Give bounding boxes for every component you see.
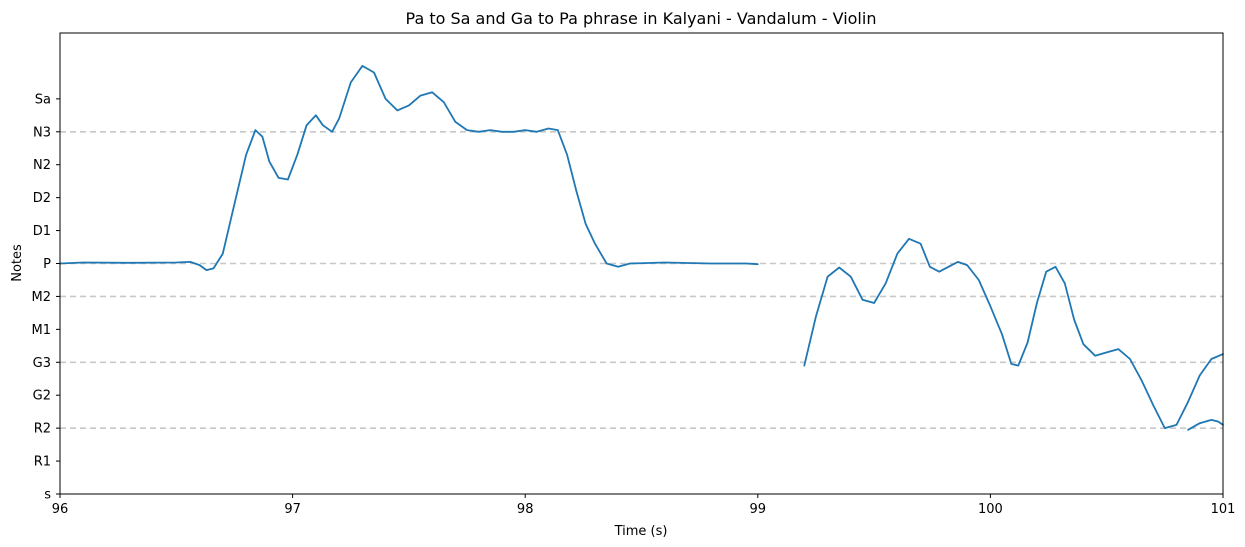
- series-lines: [59, 65, 1224, 431]
- x-tick-label: 99: [750, 502, 767, 517]
- y-tick-label-n2: N2: [33, 158, 51, 173]
- y-tick-label-m2: M2: [32, 290, 52, 305]
- y-tick-label-sa: Sa: [35, 92, 51, 107]
- y-tick-label-g3: G3: [33, 356, 51, 371]
- y-axis-label: Notes: [10, 244, 25, 282]
- y-tick-label-n3: N3: [33, 125, 51, 140]
- reference-lines: [60, 130, 1223, 429]
- y-tick-label-r2: R2: [34, 422, 51, 437]
- y-tick-label-g2: G2: [33, 389, 51, 404]
- x-tick-label: 98: [517, 502, 534, 517]
- x-axis-label: Time (s): [614, 524, 668, 539]
- y-tick-label-d1: D1: [33, 224, 51, 239]
- x-tick-label: 100: [978, 502, 1003, 517]
- x-tick-label: 97: [284, 502, 301, 517]
- y-axis-ticks: s R1 R2 G2 G3 M1 M2 P D1 D2 N2 N3 Sa: [32, 92, 60, 503]
- y-tick-label-r1: R1: [34, 455, 51, 470]
- y-tick-label-m1: M1: [32, 323, 52, 338]
- x-tick-label: 101: [1211, 502, 1236, 517]
- y-tick-label-d2: D2: [33, 191, 51, 206]
- y-tick-label-p: P: [43, 257, 51, 272]
- y-tick-label-s: s: [44, 488, 51, 503]
- chart-title: Pa to Sa and Ga to Pa phrase in Kalyani …: [406, 9, 877, 28]
- series-line-1: [59, 65, 759, 272]
- series-line-2: [803, 237, 1224, 430]
- series-line-3: [1187, 418, 1224, 431]
- x-axis-ticks: 96 97 98 99 100 101: [52, 494, 1236, 517]
- x-tick-label: 96: [52, 502, 69, 517]
